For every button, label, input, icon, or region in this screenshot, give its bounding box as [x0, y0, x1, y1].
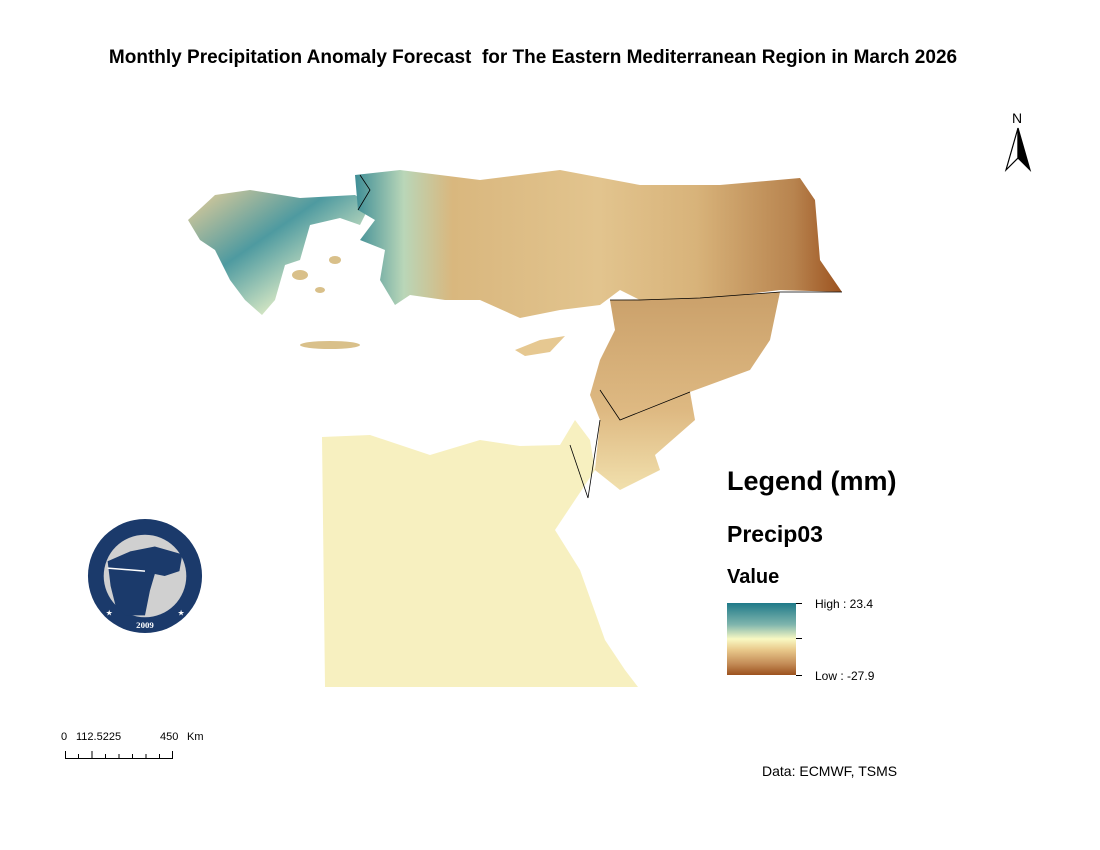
region-cyprus	[515, 336, 565, 356]
legend-color-ramp	[727, 603, 796, 675]
legend-layer-name: Precip03	[727, 521, 823, 547]
scale-bar	[65, 751, 173, 759]
country-borders	[357, 174, 842, 499]
svg-text:★: ★	[106, 608, 113, 617]
legend-tick-low	[796, 675, 802, 676]
legend-tick-high	[796, 603, 802, 604]
emcc-logo: 2009 ★ ★	[87, 518, 203, 634]
legend-tick-mid	[796, 638, 802, 639]
map-title: Monthly Precipitation Anomaly Forecast f…	[108, 47, 958, 68]
svg-text:★: ★	[177, 608, 184, 617]
scale-label-0: 0	[61, 731, 68, 743]
region-egypt	[322, 420, 638, 687]
region-levant	[590, 292, 780, 490]
scale-label-2: 450	[160, 731, 179, 743]
legend-low-label: Low : -27.9	[815, 669, 875, 683]
data-credit: Data: ECMWF, TSMS	[762, 763, 898, 779]
legend-field-name: Value	[727, 566, 780, 588]
region-turkey	[355, 170, 842, 318]
legend-high-label: High : 23.4	[815, 597, 874, 611]
scale-label-unit: Km	[187, 731, 204, 743]
legend-title: Legend (mm)	[727, 466, 897, 496]
scale-label-1: 112.5225	[76, 731, 122, 743]
region-islands	[292, 256, 360, 349]
svg-text:2009: 2009	[136, 620, 154, 630]
region-greece	[188, 190, 370, 315]
north-arrow-icon	[1004, 127, 1032, 173]
north-label: N	[1012, 110, 1023, 126]
